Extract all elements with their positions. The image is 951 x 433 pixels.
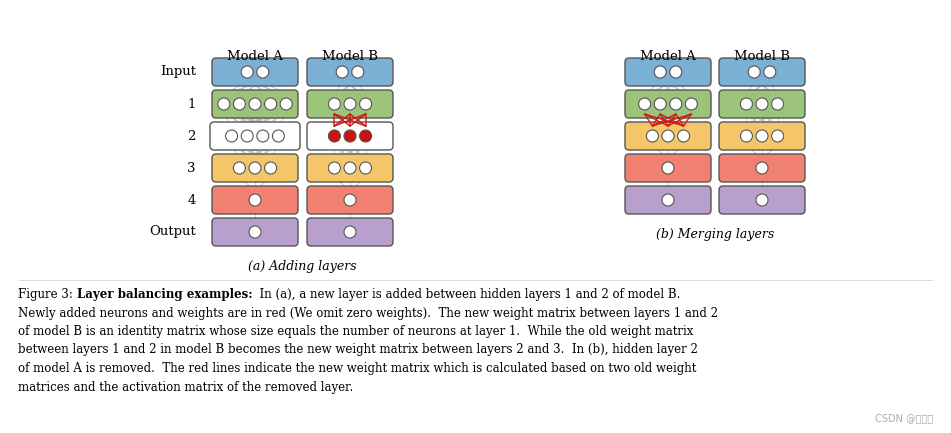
FancyBboxPatch shape	[625, 90, 711, 118]
FancyBboxPatch shape	[212, 90, 298, 118]
FancyBboxPatch shape	[625, 186, 711, 214]
Circle shape	[748, 66, 760, 78]
Text: (b) Merging layers: (b) Merging layers	[656, 228, 774, 241]
Text: Model A: Model A	[227, 49, 283, 62]
Text: CSDN @编程龙: CSDN @编程龙	[875, 413, 933, 423]
Circle shape	[741, 98, 752, 110]
FancyBboxPatch shape	[307, 218, 393, 246]
FancyBboxPatch shape	[307, 58, 393, 86]
FancyBboxPatch shape	[307, 90, 393, 118]
Circle shape	[756, 194, 768, 206]
Circle shape	[264, 162, 277, 174]
Circle shape	[257, 130, 269, 142]
FancyBboxPatch shape	[212, 154, 298, 182]
Circle shape	[741, 130, 752, 142]
FancyBboxPatch shape	[307, 186, 393, 214]
Circle shape	[344, 130, 356, 142]
Circle shape	[756, 98, 768, 110]
Circle shape	[249, 162, 261, 174]
Circle shape	[756, 162, 768, 174]
Circle shape	[242, 66, 253, 78]
Circle shape	[639, 98, 650, 110]
FancyBboxPatch shape	[719, 90, 805, 118]
Circle shape	[249, 194, 261, 206]
Circle shape	[218, 98, 230, 110]
Text: Output: Output	[149, 226, 196, 239]
Circle shape	[344, 98, 356, 110]
Text: matrices and the activation matrix of the removed layer.: matrices and the activation matrix of th…	[18, 381, 353, 394]
FancyBboxPatch shape	[307, 154, 393, 182]
Circle shape	[344, 162, 356, 174]
Text: (a) Adding layers: (a) Adding layers	[248, 260, 357, 273]
Circle shape	[249, 98, 261, 110]
FancyBboxPatch shape	[719, 154, 805, 182]
Circle shape	[352, 66, 364, 78]
Text: 3: 3	[187, 162, 196, 174]
Circle shape	[359, 98, 372, 110]
Circle shape	[359, 162, 372, 174]
Circle shape	[328, 130, 340, 142]
FancyBboxPatch shape	[719, 122, 805, 150]
Circle shape	[654, 66, 667, 78]
Circle shape	[328, 98, 340, 110]
Text: Layer balancing examples:: Layer balancing examples:	[77, 288, 252, 301]
FancyBboxPatch shape	[212, 218, 298, 246]
Circle shape	[344, 194, 356, 206]
Circle shape	[662, 130, 674, 142]
Circle shape	[233, 98, 245, 110]
Circle shape	[337, 66, 348, 78]
Text: Newly added neurons and weights are in red (We omit zero weights).  The new weig: Newly added neurons and weights are in r…	[18, 307, 718, 320]
Text: 4: 4	[187, 194, 196, 207]
Circle shape	[328, 162, 340, 174]
Circle shape	[242, 130, 253, 142]
Circle shape	[670, 98, 682, 110]
Text: Model B: Model B	[734, 49, 790, 62]
Text: of model B is an identity matrix whose size equals the number of neurons at laye: of model B is an identity matrix whose s…	[18, 325, 693, 338]
Circle shape	[662, 194, 674, 206]
Circle shape	[272, 130, 284, 142]
Circle shape	[233, 162, 245, 174]
Circle shape	[678, 130, 689, 142]
FancyBboxPatch shape	[212, 186, 298, 214]
Circle shape	[771, 98, 784, 110]
FancyBboxPatch shape	[212, 58, 298, 86]
FancyBboxPatch shape	[719, 58, 805, 86]
Circle shape	[264, 98, 277, 110]
Text: Figure 3:: Figure 3:	[18, 288, 77, 301]
Circle shape	[654, 98, 667, 110]
FancyBboxPatch shape	[625, 154, 711, 182]
Text: In (a), a new layer is added between hidden layers 1 and 2 of model B.: In (a), a new layer is added between hid…	[252, 288, 681, 301]
Circle shape	[249, 226, 261, 238]
Text: Input: Input	[160, 65, 196, 78]
FancyBboxPatch shape	[307, 122, 393, 150]
Circle shape	[359, 130, 372, 142]
Text: of model A is removed.  The red lines indicate the new weight matrix which is ca: of model A is removed. The red lines ind…	[18, 362, 696, 375]
Text: 2: 2	[187, 129, 196, 142]
FancyBboxPatch shape	[210, 122, 300, 150]
FancyBboxPatch shape	[719, 186, 805, 214]
FancyBboxPatch shape	[625, 58, 711, 86]
Circle shape	[662, 162, 674, 174]
Text: Model B: Model B	[322, 49, 378, 62]
Circle shape	[225, 130, 238, 142]
Circle shape	[771, 130, 784, 142]
Circle shape	[257, 66, 269, 78]
Circle shape	[344, 226, 356, 238]
FancyBboxPatch shape	[625, 122, 711, 150]
Text: 1: 1	[187, 97, 196, 110]
Circle shape	[647, 130, 658, 142]
Circle shape	[670, 66, 682, 78]
Text: between layers 1 and 2 in model B becomes the new weight matrix between layers 2: between layers 1 and 2 in model B become…	[18, 343, 698, 356]
Circle shape	[281, 98, 292, 110]
Circle shape	[764, 66, 776, 78]
Text: Model A: Model A	[640, 49, 696, 62]
Circle shape	[756, 130, 768, 142]
Circle shape	[686, 98, 697, 110]
